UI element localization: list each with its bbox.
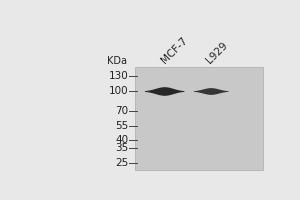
Text: L929: L929 [205, 40, 230, 66]
Text: 70: 70 [115, 106, 128, 116]
Text: 100: 100 [109, 86, 128, 96]
Text: KDa: KDa [106, 56, 127, 66]
Text: 55: 55 [115, 121, 128, 131]
Text: 40: 40 [115, 135, 128, 145]
Text: 35: 35 [115, 143, 128, 153]
Text: 25: 25 [115, 158, 128, 168]
Text: MCF-7: MCF-7 [160, 36, 190, 66]
Text: 130: 130 [108, 71, 128, 81]
Bar [135, 67, 263, 170]
